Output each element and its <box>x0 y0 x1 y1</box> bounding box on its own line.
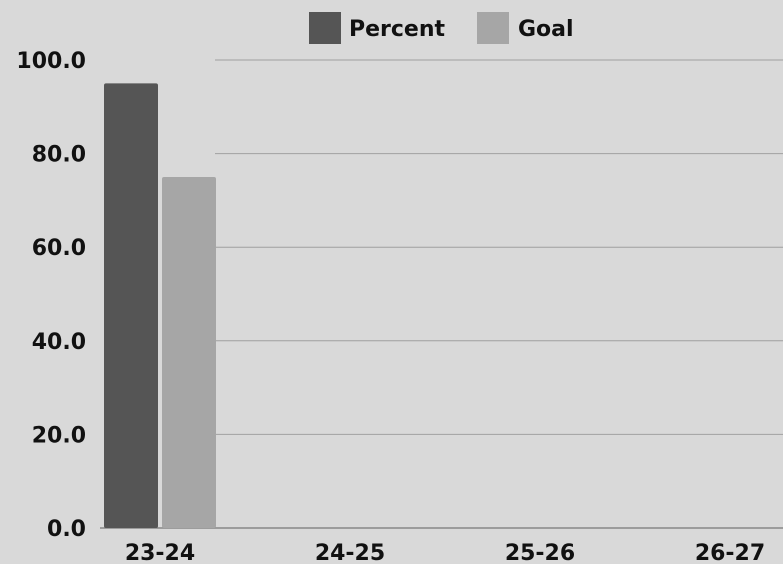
x-category-label: 24-25 <box>315 541 385 564</box>
x-category-label: 23-24 <box>125 541 195 564</box>
legend-swatch-goal <box>477 12 509 44</box>
legend-label-percent: Percent <box>349 17 446 42</box>
y-axis-tick-labels: 0.0 20.0 40.0 60.0 80.0 100.0 <box>16 49 86 542</box>
bar-goal-23-24 <box>162 177 216 528</box>
y-tick-label: 20.0 <box>32 423 86 448</box>
y-tick-label: 0.0 <box>47 517 86 542</box>
x-axis-category-labels: 23-24 24-25 25-26 26-27 <box>125 541 765 564</box>
y-tick-label: 60.0 <box>32 236 86 261</box>
x-category-label: 25-26 <box>505 541 575 564</box>
y-tick-label: 40.0 <box>32 330 86 355</box>
x-category-label: 26-27 <box>695 541 765 564</box>
chart-legend: Percent Goal <box>309 12 574 44</box>
legend-swatch-percent <box>309 12 341 44</box>
bar-percent-23-24 <box>104 83 158 528</box>
legend-label-goal: Goal <box>518 17 574 42</box>
y-tick-label: 80.0 <box>32 143 86 168</box>
bars <box>104 83 216 528</box>
y-tick-label: 100.0 <box>16 49 86 74</box>
